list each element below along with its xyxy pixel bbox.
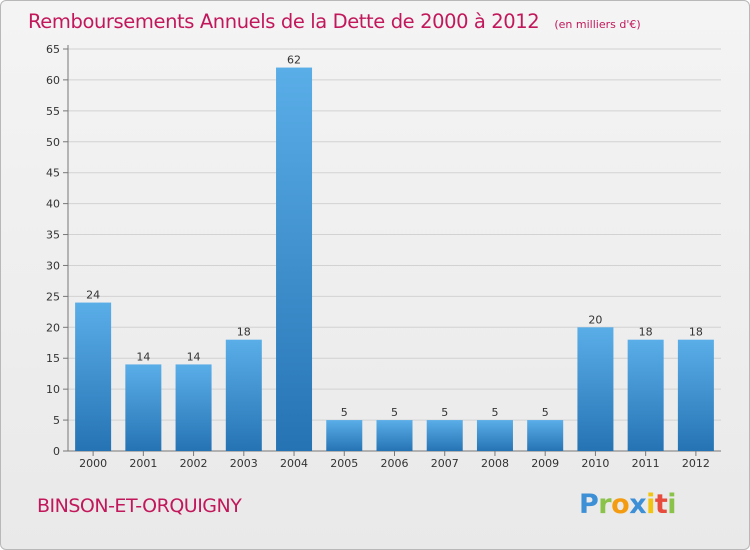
value-label: 18 (639, 326, 653, 339)
y-tick-label: 10 (46, 383, 60, 396)
bar (677, 339, 714, 451)
y-tick-label: 35 (46, 229, 60, 242)
bar (276, 67, 313, 452)
value-label: 5 (341, 406, 348, 419)
x-tick-label: 2007 (431, 457, 459, 470)
bar (175, 364, 212, 451)
bar (627, 339, 664, 451)
value-label: 18 (689, 326, 703, 339)
proxiti-logo: Proxiti (579, 489, 677, 520)
value-label: 62 (287, 54, 301, 67)
y-tick-label: 0 (53, 445, 60, 458)
bar (426, 420, 463, 451)
axes (63, 45, 721, 456)
bar (125, 364, 162, 451)
bar (577, 327, 614, 451)
value-label: 5 (542, 406, 549, 419)
bar (225, 339, 262, 451)
value-label: 14 (187, 350, 201, 363)
y-tick-label: 50 (46, 136, 60, 149)
x-tick-label: 2004 (280, 457, 308, 470)
y-tick-label: 15 (46, 352, 60, 365)
y-tick-label: 45 (46, 167, 60, 180)
x-tick-label: 2001 (129, 457, 157, 470)
x-tick-label: 2009 (531, 457, 559, 470)
y-tick-label: 5 (53, 414, 60, 427)
value-label: 5 (491, 406, 498, 419)
value-label: 5 (391, 406, 398, 419)
bars (75, 67, 714, 452)
x-tick-label: 2003 (230, 457, 258, 470)
chart-title-text: Remboursements Annuels de la Dette de 20… (28, 10, 540, 33)
bar (326, 420, 363, 451)
x-tick-label: 2012 (682, 457, 710, 470)
y-tick-label: 40 (46, 198, 60, 211)
x-tick-label: 2002 (180, 457, 208, 470)
y-tick-label: 25 (46, 290, 60, 303)
bar (376, 420, 413, 451)
bar (527, 420, 564, 451)
location-name: BINSON-ET-ORQUIGNY (37, 495, 242, 517)
x-tick-labels: 2000 2001 2002 2003 2004 2005 2006 2007 2008 2009… (79, 457, 710, 470)
grid-lines (68, 48, 721, 421)
x-tick-label: 2005 (330, 457, 358, 470)
x-tick-label: 2011 (632, 457, 660, 470)
bar (476, 420, 513, 451)
chart-title: Remboursements Annuels de la Dette de 20… (28, 10, 641, 33)
value-label: 18 (237, 326, 251, 339)
x-tick-label: 2006 (381, 457, 409, 470)
y-tick-labels: 0 5 10 15 20 25 30 35 40 45 50 55 60 65 (46, 43, 60, 458)
value-label: 5 (441, 406, 448, 419)
y-tick-label: 55 (46, 105, 60, 118)
x-tick-label: 2010 (581, 457, 609, 470)
bar (75, 302, 112, 451)
value-label: 20 (588, 313, 602, 326)
value-label: 14 (136, 350, 150, 363)
y-tick-label: 60 (46, 74, 60, 87)
y-tick-label: 30 (46, 259, 60, 272)
x-tick-label: 2000 (79, 457, 107, 470)
y-tick-label: 20 (46, 321, 60, 334)
x-tick-label: 2008 (481, 457, 509, 470)
y-tick-label: 65 (46, 43, 60, 56)
value-label: 24 (86, 289, 100, 302)
value-labels: 24 14 14 18 62 5 5 5 5 5 20 18 18 (86, 54, 703, 420)
unit-label: (en milliers d'€) (554, 18, 641, 31)
